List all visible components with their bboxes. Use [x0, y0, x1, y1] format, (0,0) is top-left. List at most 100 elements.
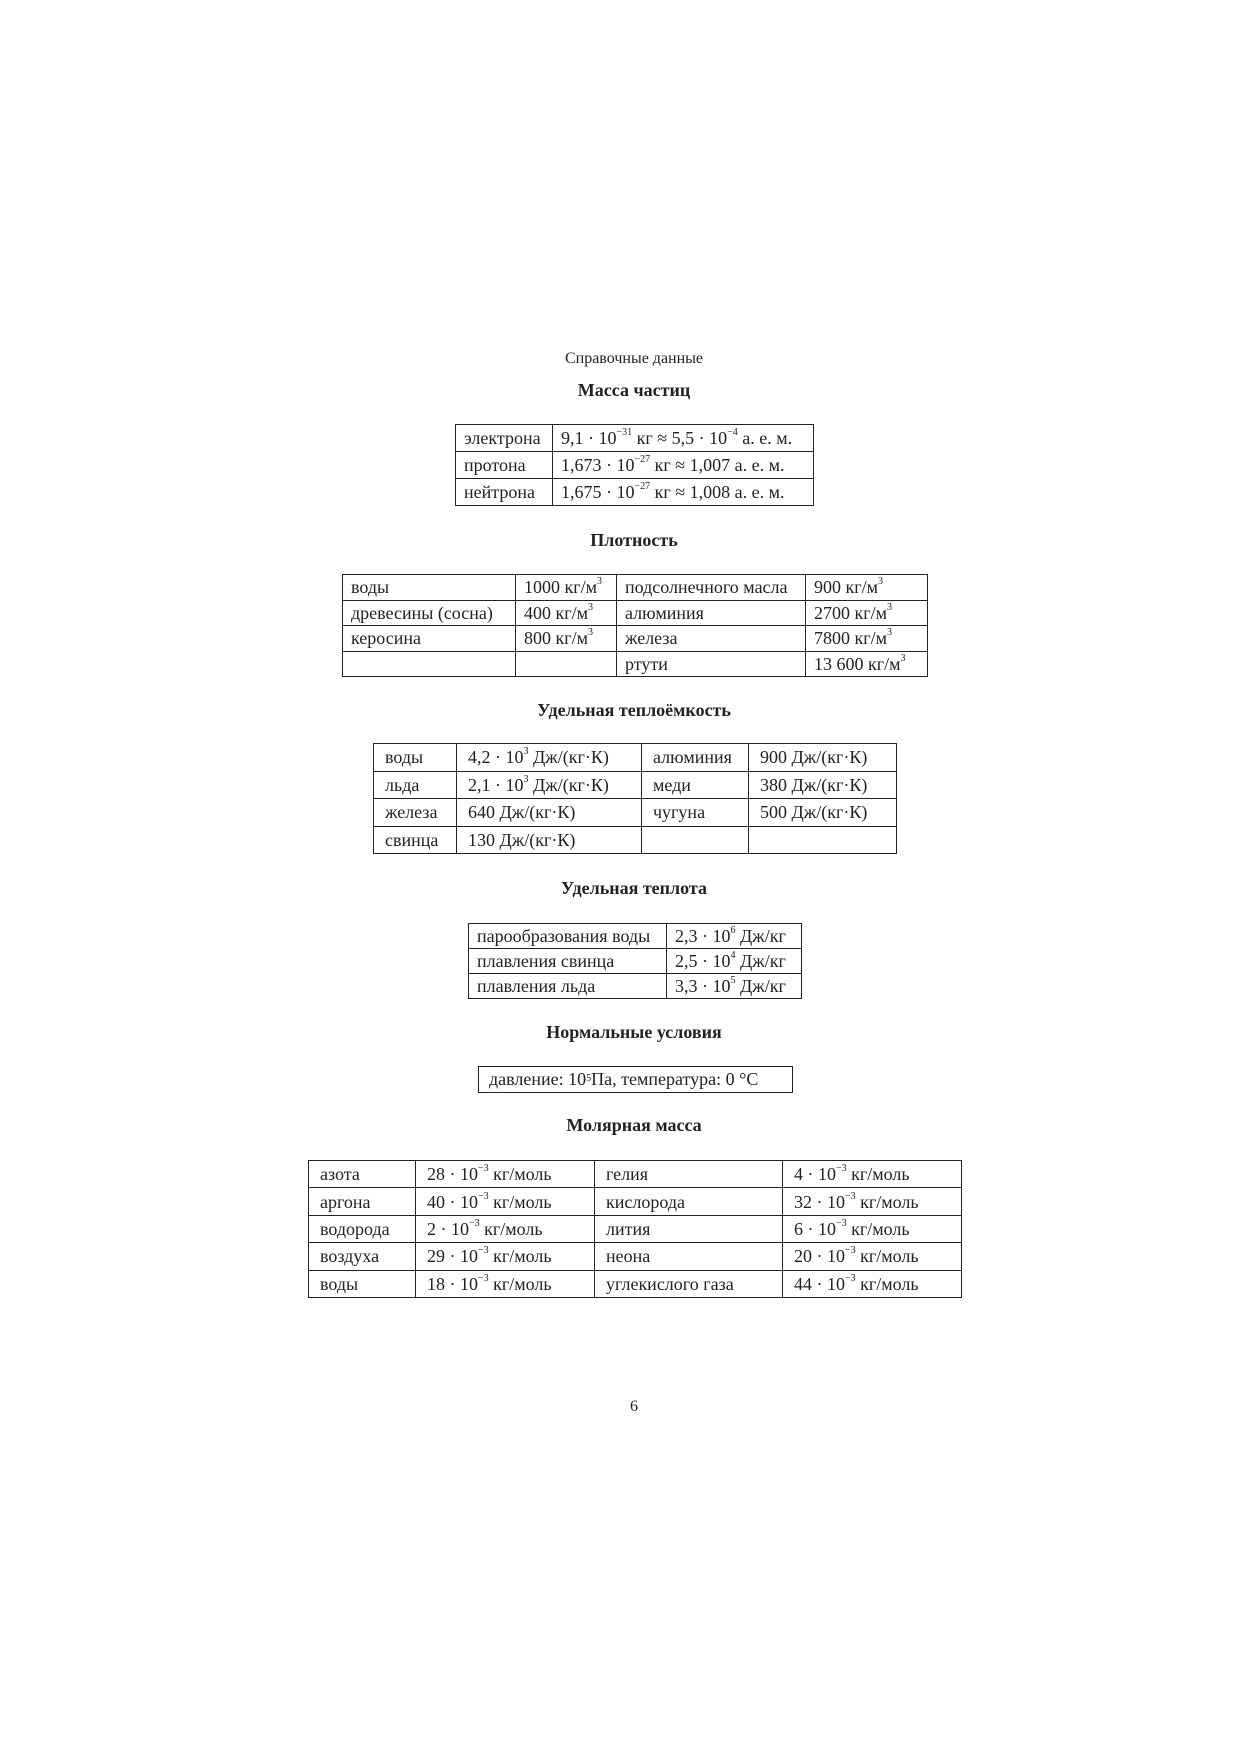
- text-segment: воды: [385, 747, 424, 768]
- substance-cell: аргона: [308, 1187, 416, 1216]
- superscript: 3: [523, 746, 529, 758]
- text-segment: кг/моль: [488, 1164, 552, 1185]
- text-segment: 640 Дж/(кг·К): [468, 802, 576, 823]
- superscript: −3: [478, 1190, 489, 1202]
- substance-cell: меди: [641, 770, 749, 799]
- text-segment: 20 · 10: [794, 1246, 845, 1267]
- section-title-mass: Масса частиц: [577, 380, 691, 400]
- value-cell: 2 · 10−3 кг/моль: [415, 1214, 595, 1244]
- text-segment: кг/моль: [846, 1218, 910, 1239]
- text-segment: воды: [351, 577, 390, 598]
- superscript: 3: [597, 576, 603, 588]
- substance-cell: нейтрона: [455, 478, 553, 506]
- text-segment: 400 кг/м: [524, 602, 589, 623]
- text-segment: 44 · 10: [794, 1273, 845, 1294]
- text-segment: гелия: [606, 1164, 649, 1185]
- table-row: электрона 9,1 · 10−31 кг ≈ 5,5 · 10−4 а. …: [455, 424, 814, 452]
- substance-cell: неона: [594, 1242, 783, 1271]
- mass-table: электрона 9,1 · 10−31 кг ≈ 5,5 · 10−4 а. …: [455, 424, 814, 506]
- superscript: 5: [730, 975, 736, 986]
- superscript: −3: [478, 1272, 489, 1284]
- substance-cell: водорода: [308, 1214, 416, 1244]
- value-cell: [515, 650, 617, 677]
- text-segment: 18 · 10: [427, 1273, 478, 1294]
- text-segment: 28 · 10: [427, 1164, 478, 1185]
- substance-cell: железа: [373, 798, 457, 827]
- superscript: −3: [836, 1163, 847, 1175]
- text-segment: меди: [653, 774, 691, 795]
- value-cell: 40 · 10−3 кг/моль: [415, 1187, 595, 1216]
- text-segment: железа: [385, 802, 438, 823]
- table-row: аргона 40 · 10−3 кг/моль кислорода 32 · 10−…: [308, 1187, 962, 1216]
- text-segment: кг/моль: [855, 1191, 919, 1212]
- text-segment: кг/моль: [488, 1191, 552, 1212]
- superscript: 3: [878, 576, 884, 588]
- text-segment: электрона: [464, 428, 541, 448]
- text-segment: воздуха: [320, 1246, 380, 1267]
- substance-cell: ртути: [616, 650, 806, 677]
- text-segment: а. е. м.: [737, 428, 793, 448]
- value-cell: 1,675 · 10−27 кг ≈ 1,008 а. е. м.: [552, 478, 814, 506]
- text-segment: парообразования воды: [477, 926, 651, 946]
- substance-cell: железа: [616, 625, 806, 652]
- superscript: −3: [469, 1217, 480, 1229]
- table-row: нейтрона 1,675 · 10−27 кг ≈ 1,008 а. е. м…: [455, 478, 814, 506]
- value-cell: 9,1 · 10−31 кг ≈ 5,5 · 10−4 а. е. м.: [552, 424, 814, 452]
- table-row: воды 4,2 · 103 Дж/(кг·К) алюминия 900 Дж/(к…: [373, 743, 897, 772]
- text-segment: кг/моль: [488, 1246, 552, 1267]
- value-cell: 800 кг/м3: [515, 625, 617, 652]
- text-segment: свинца: [385, 829, 439, 850]
- substance-cell: плавления льда: [468, 973, 667, 999]
- substance-cell: алюминия: [616, 599, 806, 626]
- substance-cell: воздуха: [308, 1242, 416, 1271]
- text-segment: лития: [606, 1218, 651, 1239]
- section-title-density: Плотность: [590, 530, 678, 550]
- superscript: 3: [523, 773, 529, 785]
- substance-cell: воды: [308, 1269, 416, 1298]
- table-row: керосина 800 кг/м3 железа 7800 кг/м3: [342, 625, 928, 652]
- value-cell: 29 · 10−3 кг/моль: [415, 1242, 595, 1271]
- heat-capacity-table: воды 4,2 · 103 Дж/(кг·К) алюминия 900 Дж/(к…: [373, 743, 897, 854]
- value-cell: 7800 кг/м3: [805, 625, 928, 652]
- value-cell: 1000 кг/м3: [515, 574, 617, 601]
- text-segment: 32 · 10: [794, 1191, 845, 1212]
- substance-cell: лития: [594, 1214, 783, 1244]
- table-row: парообразования воды 2,3 · 106 Дж/кг: [468, 923, 802, 949]
- text-segment: 2700 кг/м: [814, 602, 888, 623]
- substance-cell: [342, 650, 516, 677]
- text-segment: 1000 кг/м: [524, 577, 598, 598]
- superscript: −27: [634, 481, 651, 492]
- superscript: 3: [900, 652, 906, 664]
- text-segment: ртути: [625, 653, 668, 674]
- text-segment: азота: [320, 1164, 360, 1185]
- text-segment: 40 · 10: [427, 1191, 478, 1212]
- substance-cell: льда: [373, 770, 457, 799]
- text-segment: древесины (сосна): [351, 602, 493, 623]
- text-segment: Па, температура: 0 °С: [591, 1069, 759, 1089]
- superscript: −4: [727, 427, 738, 438]
- text-segment: кг ≈ 1,008 а. е. м.: [650, 482, 785, 502]
- superscript: −3: [845, 1272, 856, 1284]
- text-segment: воды: [320, 1273, 359, 1294]
- text-segment: кг/моль: [488, 1273, 552, 1294]
- table-row: льда 2,1 · 103 Дж/(кг·К) меди 380 Дж/(кг·К): [373, 770, 897, 799]
- superscript: −3: [845, 1190, 856, 1202]
- substance-cell: электрона: [455, 424, 553, 452]
- substance-cell: чугуна: [641, 798, 749, 827]
- superscript: 3: [887, 601, 893, 613]
- text-segment: кг ≈ 5,5 · 10: [632, 428, 728, 448]
- page-caption: Справочные данные: [564, 350, 704, 367]
- text-segment: 29 · 10: [427, 1246, 478, 1267]
- text-segment: железа: [625, 628, 678, 649]
- value-cell: 4 · 10−3 кг/моль: [782, 1159, 962, 1189]
- section-title-molar-mass: Молярная масса: [566, 1115, 702, 1135]
- table-row: воды 18 · 10−3 кг/моль углекислого газа 44 …: [308, 1269, 962, 1298]
- substance-cell: парообразования воды: [468, 923, 667, 949]
- text-segment: плавления льда: [477, 976, 596, 996]
- superscript: −3: [478, 1245, 489, 1257]
- text-segment: 4 · 10: [794, 1164, 836, 1185]
- substance-cell: гелия: [594, 1159, 783, 1189]
- table-row: свинца 130 Дж/(кг·К): [373, 825, 897, 854]
- table-row: древесины (сосна) 400 кг/м 3 алюминия 2700 к…: [342, 599, 928, 626]
- value-cell: 2,1 · 103 Дж/(кг·К): [456, 770, 642, 799]
